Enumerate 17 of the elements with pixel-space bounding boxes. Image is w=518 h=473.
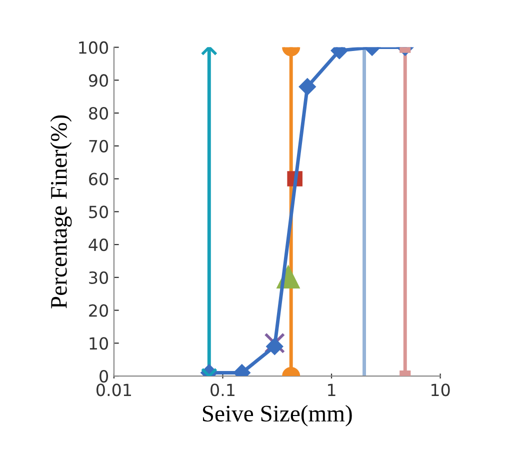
x-tick-label: 0.01 xyxy=(96,384,131,396)
x-tick-label: 10 xyxy=(432,384,450,396)
x-tick-label: 1 xyxy=(328,384,336,396)
y-tick-label: 70 xyxy=(89,140,108,152)
y-tick-label: 0 xyxy=(100,370,108,383)
y-tick-label: 80 xyxy=(89,107,108,120)
x-tick-label: 0.1 xyxy=(210,384,234,396)
y-axis-title: Percentage Finer(%) xyxy=(50,115,72,308)
y-tick-label: 20 xyxy=(89,304,108,317)
y-tick-label: 100 xyxy=(79,41,108,54)
y-tick-label: 50 xyxy=(89,206,108,218)
y-tick-label: 10 xyxy=(90,337,108,350)
y-tick-label: 30 xyxy=(89,271,108,284)
y-tick-label: 60 xyxy=(89,172,108,186)
y-tick-label: 90 xyxy=(88,74,108,87)
y-tick-label: 40 xyxy=(88,238,108,252)
x-axis-title: Seive Size(mm) xyxy=(202,405,352,426)
